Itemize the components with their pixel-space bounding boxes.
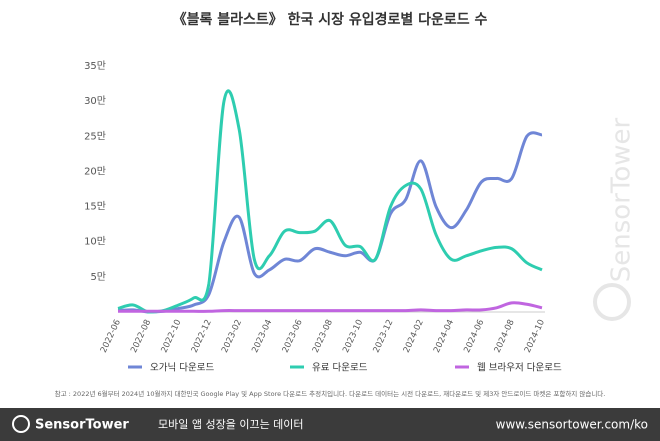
line-series	[117, 89, 543, 314]
x-tick-label: 2023-10	[341, 318, 365, 354]
watermark: SensorTower	[607, 117, 637, 282]
x-tick-label: 2024-10	[523, 318, 547, 354]
legend-label: 웹 브라우저 다운로드	[477, 363, 562, 374]
x-tick-label: 2023-08	[311, 318, 335, 354]
legend-label: 오가닉 다운로드	[150, 363, 214, 374]
y-tick-label: 15만	[84, 201, 106, 213]
y-tick-label: 20만	[84, 165, 106, 177]
line-series	[117, 131, 543, 314]
footer-tagline: 모바일 앱 성장을 이끄는 데이터	[158, 417, 304, 431]
x-tick-label: 2024-04	[432, 318, 456, 354]
x-tick-label: 2023-02	[220, 318, 244, 354]
y-tick-label: 10만	[84, 236, 106, 248]
x-tick-label: 2022-08	[129, 318, 153, 354]
footer-brand: SensorTower	[35, 418, 129, 433]
chart-title: 《블록 블라스트》 한국 시장 유입경로별 다운로드 수	[173, 11, 488, 28]
footer-logo	[12, 415, 30, 433]
y-tick-label: 25만	[84, 130, 106, 142]
y-tick-label: 35만	[84, 60, 106, 72]
y-tick-label: 30만	[84, 95, 106, 107]
x-tick-label: 2024-08	[493, 318, 517, 354]
x-tick-label: 2022-06	[99, 318, 123, 354]
footer-url: www.sensortower.com/ko	[496, 418, 648, 432]
x-tick-label: 2024-06	[462, 318, 486, 354]
x-tick-label: 2023-12	[371, 318, 395, 354]
line-series	[117, 301, 543, 313]
x-tick-label: 2022-12	[190, 318, 214, 354]
footer-bar	[0, 408, 660, 441]
x-tick-label: 2022-10	[159, 318, 183, 354]
x-tick-label: 2023-06	[281, 318, 305, 354]
x-tick-label: 2024-02	[402, 318, 426, 354]
x-tick-label: 2023-04	[250, 318, 274, 354]
watermark-logo	[593, 283, 631, 321]
legend-label: 유료 다운로드	[312, 363, 368, 374]
y-tick-label: 5만	[90, 271, 106, 283]
note: 참고 : 2022년 6월부터 2024년 10월까지 대한민국 Google …	[55, 389, 606, 398]
